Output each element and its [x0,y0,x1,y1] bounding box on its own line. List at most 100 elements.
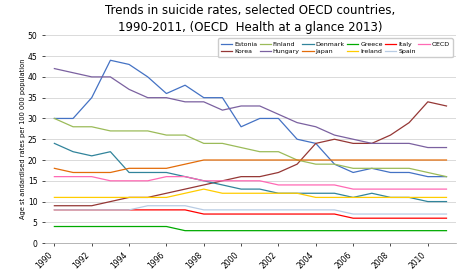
Denmark [424,200,430,203]
OECD [126,179,132,182]
Japan [51,167,57,170]
Ireland [257,192,262,195]
Japan [387,158,392,162]
Korea [163,192,169,195]
Finland [331,163,336,166]
Spain [70,208,76,211]
Spain [257,208,262,211]
Denmark [89,154,94,158]
Spain [313,208,318,211]
Line: Ireland: Ireland [54,189,446,197]
Line: Japan: Japan [54,160,446,172]
OECD [257,179,262,182]
Denmark [238,188,243,191]
Greece [107,225,113,228]
Italy [107,208,113,211]
Denmark [331,192,336,195]
Korea [70,204,76,207]
OECD [145,179,150,182]
Japan [89,171,94,174]
Japan [163,167,169,170]
Line: Hungary: Hungary [54,68,446,148]
Spain [368,212,374,216]
Finland [163,133,169,137]
Estonia [387,171,392,174]
Estonia [201,96,206,99]
Greece [89,225,94,228]
Finland [350,167,355,170]
Denmark [405,196,411,199]
Greece [145,225,150,228]
Italy [387,216,392,220]
OECD [89,175,94,178]
OECD [107,179,113,182]
Finland [443,175,448,178]
OECD [182,175,187,178]
Finland [201,142,206,145]
Italy [405,216,411,220]
Estonia [443,175,448,178]
Denmark [368,192,374,195]
Hungary [331,133,336,137]
Ireland [387,196,392,199]
Denmark [163,171,169,174]
OECD [201,179,206,182]
Spain [219,208,225,211]
Finland [51,117,57,120]
Denmark [350,196,355,199]
OECD [70,175,76,178]
Finland [145,129,150,133]
Italy [70,208,76,211]
Estonia [405,171,411,174]
Line: Denmark: Denmark [54,143,446,202]
Greece [275,229,280,232]
Greece [387,229,392,232]
Greece [257,229,262,232]
Italy [257,212,262,216]
Italy [294,212,299,216]
Hungary [238,104,243,108]
OECD [368,188,374,191]
Finland [257,150,262,153]
Ireland [70,196,76,199]
Spain [51,208,57,211]
Finland [294,158,299,162]
Estonia [275,117,280,120]
Greece [424,229,430,232]
Finland [405,167,411,170]
Hungary [387,142,392,145]
Greece [294,229,299,232]
Japan [182,163,187,166]
Korea [182,188,187,191]
Finland [424,171,430,174]
Hungary [294,121,299,124]
Hungary [350,138,355,141]
Ireland [107,196,113,199]
Estonia [219,96,225,99]
OECD [350,188,355,191]
Line: Korea: Korea [54,102,446,206]
Estonia [424,175,430,178]
Ireland [163,196,169,199]
Japan [70,171,76,174]
Estonia [163,92,169,95]
Denmark [443,200,448,203]
Greece [368,229,374,232]
Estonia [257,117,262,120]
Spain [201,208,206,211]
Japan [201,158,206,162]
Italy [368,216,374,220]
Italy [424,216,430,220]
Korea [313,142,318,145]
Korea [294,163,299,166]
Japan [331,158,336,162]
Korea [405,121,411,124]
Japan [350,158,355,162]
Finland [126,129,132,133]
Italy [313,212,318,216]
OECD [405,188,411,191]
Korea [443,104,448,108]
Ireland [219,192,225,195]
Italy [350,216,355,220]
Line: OECD: OECD [54,177,446,189]
